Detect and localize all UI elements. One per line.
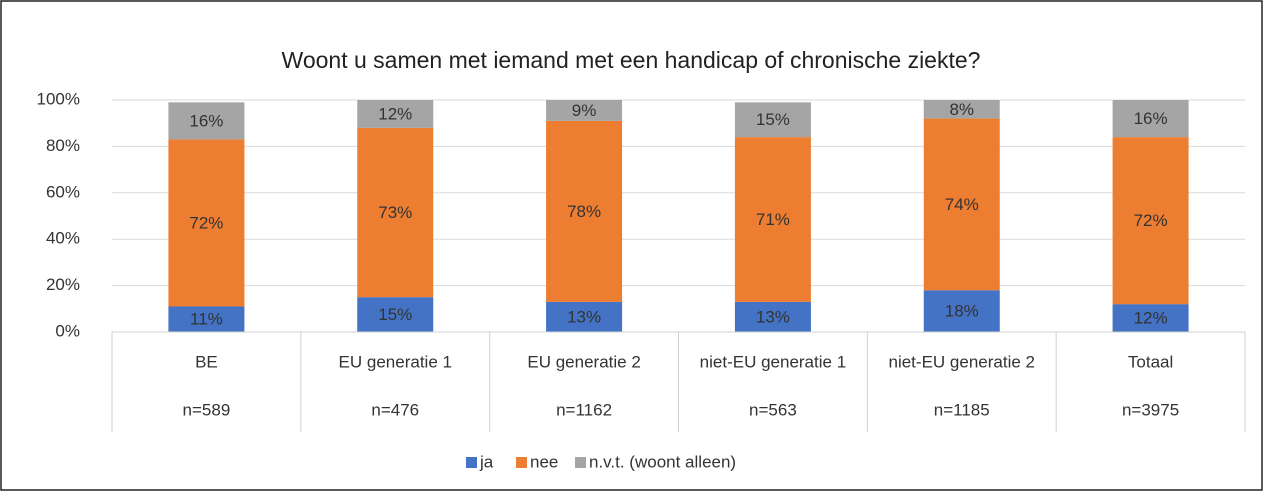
category-count: n=1185 <box>934 400 990 419</box>
bar-segment <box>734 301 811 332</box>
value-label: 12% <box>378 104 412 123</box>
x-tick-label: EU generatie 2 <box>527 352 640 371</box>
value-label: 11% <box>190 310 223 329</box>
value-label: 71% <box>756 210 790 229</box>
bar-segment <box>546 100 623 121</box>
value-label: 18% <box>945 302 979 321</box>
x-tick-label: EU generatie 1 <box>339 352 452 371</box>
bar-segment <box>923 100 1000 119</box>
legend-label: n.v.t. (woont alleen) <box>589 452 736 471</box>
y-tick-label: 40% <box>46 229 80 248</box>
value-label: 16% <box>189 111 223 130</box>
value-label: 72% <box>1134 211 1168 230</box>
value-label: 12% <box>1134 309 1168 328</box>
bar-segment <box>734 102 811 138</box>
chart-title: Woont u samen met iemand met een handica… <box>282 47 981 73</box>
bar-segment <box>168 306 245 332</box>
bar-segment <box>546 120 623 302</box>
legend-swatch <box>466 457 477 468</box>
bar-segment <box>357 297 434 332</box>
value-label: 78% <box>567 202 601 221</box>
category-count: n=476 <box>371 400 419 419</box>
legend-swatch <box>516 457 527 468</box>
value-label: 9% <box>572 101 597 120</box>
bar-segment <box>357 100 434 128</box>
value-label: 16% <box>1134 109 1168 128</box>
value-label: 13% <box>756 307 790 326</box>
y-tick-label: 100% <box>37 89 80 108</box>
bar-segment <box>923 290 1000 332</box>
bar-segment <box>357 127 434 298</box>
x-tick-label: BE <box>195 352 218 371</box>
y-tick-label: 80% <box>46 136 80 155</box>
value-label: 15% <box>378 305 412 324</box>
value-label: 15% <box>756 110 790 129</box>
y-tick-label: 0% <box>55 321 80 340</box>
value-label: 13% <box>567 307 601 326</box>
category-count: n=3975 <box>1122 400 1179 419</box>
bar-segment <box>168 102 245 140</box>
value-label: 8% <box>949 100 974 119</box>
bar-segment <box>923 118 1000 291</box>
y-tick-label: 20% <box>46 275 80 294</box>
bar-segment <box>1112 304 1189 332</box>
y-tick-label: 60% <box>46 182 80 201</box>
value-label: 72% <box>189 213 223 232</box>
legend-label: nee <box>530 452 558 471</box>
legend-label: ja <box>479 452 494 471</box>
bar-segment <box>168 139 245 307</box>
x-tick-label: niet-EU generatie 2 <box>889 352 1035 371</box>
value-label: 74% <box>945 195 979 214</box>
bar-segment <box>1112 100 1189 138</box>
category-count: n=589 <box>183 400 231 419</box>
legend-swatch <box>575 457 586 468</box>
category-count: n=563 <box>749 400 797 419</box>
x-tick-label: niet-EU generatie 1 <box>700 352 846 371</box>
value-label: 73% <box>378 203 412 222</box>
bar-segment <box>1112 137 1189 305</box>
bar-segment <box>734 137 811 302</box>
category-count: n=1162 <box>556 400 612 419</box>
x-tick-label: Totaal <box>1128 352 1173 371</box>
bar-segment <box>546 301 623 332</box>
